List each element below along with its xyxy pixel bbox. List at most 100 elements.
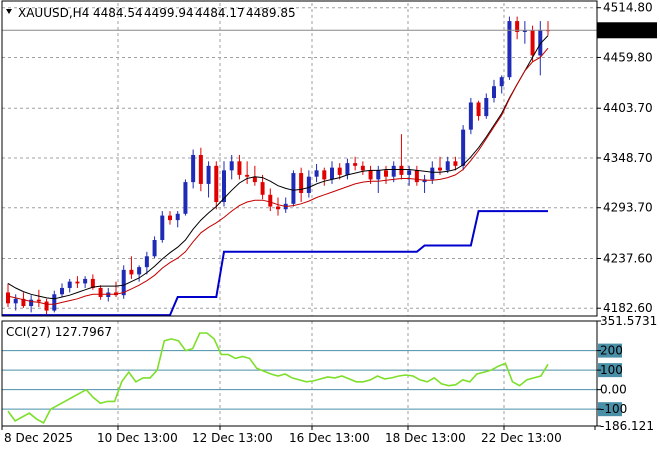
cci-panel-frame [1,320,598,427]
cci-plot [2,332,597,425]
time-axis-label: 8 Dec 2025 [4,431,73,445]
candle-body [276,206,280,210]
cci-tick-label: -100 [600,402,627,416]
candle-body [368,170,373,180]
candle-body [314,170,319,177]
high-value: 4499.94 [144,6,194,20]
candle-body [391,165,396,177]
cci-tick-label: 100 [600,363,623,377]
candle-body [252,176,257,183]
candle-body [353,163,358,166]
candle-body [260,182,265,195]
price-tick-label: 4459.80 [603,50,653,64]
candle-body [206,165,211,184]
candle-body [399,165,404,175]
candle-body [360,165,365,171]
candle-body [453,161,458,166]
candle-body [538,30,543,56]
candle-body [484,97,489,117]
candle-body [376,170,381,180]
candle-body [476,102,481,117]
cci-level-badge [598,402,622,417]
candle-body [44,301,49,311]
candle-body [121,269,126,296]
candle-body [214,165,219,203]
price-tick-label: 4237.60 [603,251,653,265]
price-panel-frame [1,0,598,317]
candle-body [21,298,26,307]
cci-level-badge [598,343,622,358]
candle-body [299,173,304,193]
candle-body [384,170,388,177]
candle-body [144,256,149,268]
candle-body [330,167,334,180]
candle-body [414,170,419,183]
open-value: 4484.54 [93,6,143,20]
candle-body [98,287,103,298]
candle-body [245,174,250,177]
candle-body [90,278,95,288]
time-axis-label: 16 Dec 13:00 [289,431,370,445]
cci-level-badge [598,363,622,378]
candle-body [407,170,412,175]
chart-header: XAUUSD,H4 4484.54 4499.94 4484.17 4489.8… [6,6,296,20]
time-axis-label: 12 Dec 13:00 [192,431,273,445]
candle-body [468,102,473,130]
price-tick-label: 4293.70 [603,201,653,215]
cci-tick-label: -186.121 [600,419,654,433]
symbol-label: XAUUSD,H4 [18,6,89,20]
grid [2,3,597,426]
candle-body [175,213,180,221]
candle-body [291,173,296,204]
sma-line [7,35,549,300]
candle-body [229,161,234,171]
candle-body [52,294,57,311]
candle-body [183,182,188,214]
cci-indicator-label: CCI(27) 127.7967 [6,325,112,339]
candle-body [337,167,342,175]
candle-body [67,281,72,288]
price-plot [2,16,597,317]
candle-body [13,298,18,304]
candle-body [306,176,311,193]
candle-body [507,21,512,78]
candle-body [36,299,41,302]
candle-body [137,267,142,275]
low-value: 4484.17 [195,6,245,20]
candle-body [198,154,203,184]
candle-body [152,240,157,257]
candle-body [492,86,496,98]
trailing-stop-line [2,210,548,317]
candle-body [515,21,520,32]
candle-body [191,154,196,183]
dropdown-triangle-icon[interactable] [6,9,12,14]
candle-body [430,167,435,180]
candle-body [268,194,273,207]
candle-body [322,170,327,180]
candle-body [438,167,442,171]
candle-body [60,287,64,295]
time-axis-label: 22 Dec 13:00 [481,431,562,445]
candle-body [83,278,88,284]
ema-line [7,47,549,305]
candle-body [445,161,450,171]
candle-body [522,30,527,32]
candle-body [222,170,226,203]
candle-body [499,77,504,87]
cci-tick-label: 351.5731 [600,314,657,328]
price-tick-label: 4403.70 [603,101,653,115]
candle-body [129,269,134,275]
candle-body [160,215,165,241]
candle-body [345,163,350,175]
candle-body [29,299,34,307]
price-tick-label: 4348.70 [603,151,653,165]
candle-body [6,292,10,304]
candle-body [168,215,172,221]
cci-tick-label: 0.00 [600,383,627,397]
candle-body [75,281,80,284]
current-price-tag [597,22,657,39]
price-tick-label: 4514.80 [603,1,653,15]
